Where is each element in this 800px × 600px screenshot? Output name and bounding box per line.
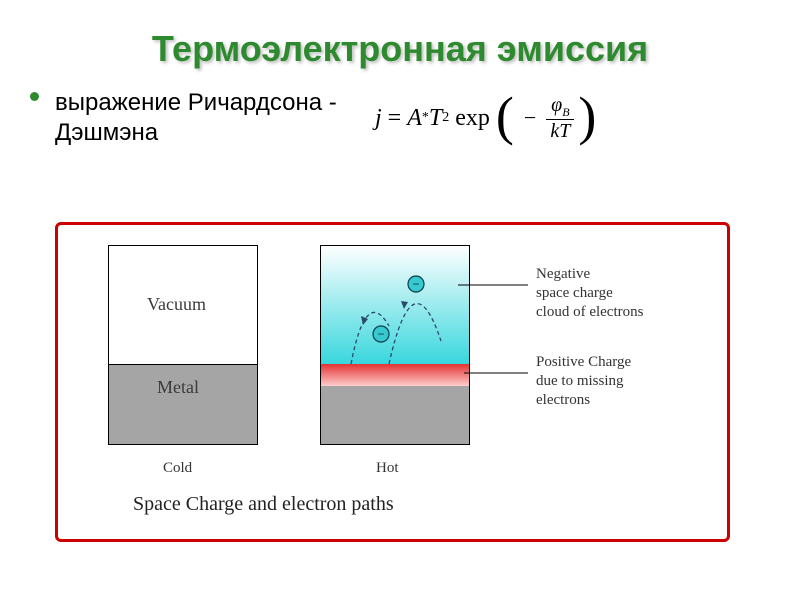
electron-1: − [373, 326, 389, 342]
vacuum-label: Vacuum [147, 294, 206, 315]
cloud-label-l3: cloud of electrons [536, 304, 643, 320]
formula-lhs: j [375, 105, 382, 132]
formula-minus: − [524, 105, 536, 131]
formula-num: φB [547, 94, 573, 119]
formula-exp: exp [449, 105, 490, 132]
cold-caption: Cold [163, 460, 192, 477]
positive-region [321, 364, 470, 386]
svg-text:−: − [412, 277, 419, 291]
subtitle-row: выражение Ричардсона - Дэшмэна j = A* T2… [0, 70, 800, 148]
cloud-region [321, 246, 470, 364]
subtitle-line1: выражение Ричардсона - [55, 89, 337, 116]
formula-den: kT [546, 120, 574, 142]
formula-fraction: φB kT [546, 94, 574, 142]
diagram-frame: Vacuum Metal Cold [55, 222, 730, 542]
svg-text:−: − [377, 327, 384, 341]
cold-metal: Metal [109, 364, 257, 444]
richardson-formula: j = A* T2 exp ( − φB kT ) [375, 94, 596, 142]
cloud-label: Negative space charge cloud of electrons [536, 265, 643, 321]
pos-label-l2: due to missing [536, 373, 624, 389]
subtitle-line2: Дэшмэна [55, 119, 158, 146]
metal-label: Metal [157, 377, 199, 398]
formula-equals: = [382, 105, 408, 132]
pos-label-l1: Positive Charge [536, 354, 631, 370]
formula-paren: ( − φB kT ) [496, 94, 596, 142]
formula-Astar: * [422, 110, 429, 126]
hot-svg: − − [321, 246, 470, 445]
hot-metal [321, 386, 470, 445]
formula-T: T [429, 105, 442, 132]
formula-Texp: 2 [442, 110, 449, 126]
subtitle-text: выражение Ричардсона - Дэшмэна [55, 88, 355, 148]
cold-box: Vacuum Metal [108, 245, 258, 445]
hot-caption: Hot [376, 460, 399, 477]
cloud-label-l2: space charge [536, 285, 613, 301]
electron-2: − [408, 276, 424, 292]
bullet-icon [30, 92, 39, 101]
positive-label: Positive Charge due to missing electrons [536, 353, 631, 409]
formula-A: A [407, 105, 422, 132]
bottom-caption: Space Charge and electron paths [133, 493, 394, 516]
cloud-label-l1: Negative [536, 266, 590, 282]
pos-label-l3: electrons [536, 392, 590, 408]
page-title: Термоэлектронная эмиссия [0, 0, 800, 70]
hot-box: − − [320, 245, 470, 445]
